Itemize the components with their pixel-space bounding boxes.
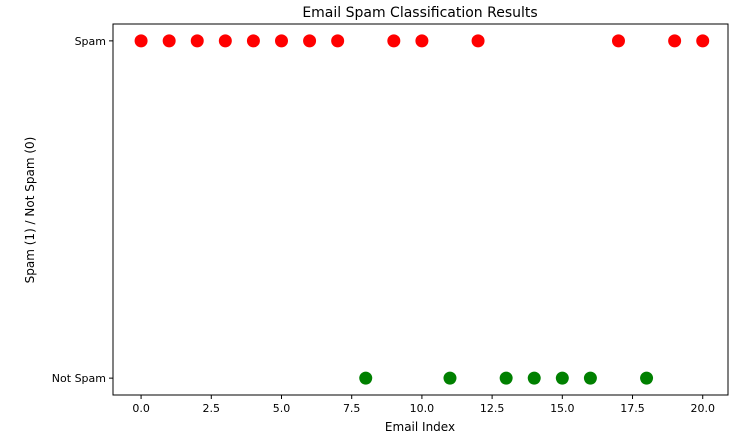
y-axis-label: Spam (1) / Not Spam (0) — [23, 137, 37, 284]
spam-point — [190, 34, 204, 48]
not-spam-point — [583, 371, 597, 385]
x-tick-label: 15.0 — [550, 402, 575, 415]
spam-point — [611, 34, 625, 48]
spam-point — [274, 34, 288, 48]
y-tick-label: Spam — [75, 35, 106, 48]
spam-point — [331, 34, 345, 48]
x-axis-ticks: 0.0 2.5 5.0 7.5 10.0 12.5 15.0 17.5 20.0 — [132, 395, 715, 415]
not-spam-point — [443, 371, 457, 385]
spam-point — [696, 34, 710, 48]
x-tick-label: 17.5 — [620, 402, 645, 415]
spam-point — [387, 34, 401, 48]
spam-point — [134, 34, 148, 48]
x-tick-label: 20.0 — [690, 402, 715, 415]
spam-point — [218, 34, 232, 48]
y-tick-label: Not Spam — [52, 372, 106, 385]
x-tick-label: 12.5 — [480, 402, 505, 415]
spam-point — [668, 34, 682, 48]
data-points — [134, 34, 710, 385]
x-tick-label: 5.0 — [273, 402, 291, 415]
x-tick-label: 2.5 — [203, 402, 221, 415]
spam-point — [162, 34, 176, 48]
spam-point — [415, 34, 429, 48]
x-tick-label: 7.5 — [343, 402, 361, 415]
y-axis-ticks: Not Spam Spam — [52, 35, 113, 385]
chart-title: Email Spam Classification Results — [302, 5, 537, 21]
plot-area-frame — [112, 23, 729, 396]
spam-point — [246, 34, 260, 48]
not-spam-point — [499, 371, 513, 385]
not-spam-point — [640, 371, 654, 385]
x-tick-label: 10.0 — [410, 402, 435, 415]
x-axis-label: Email Index — [385, 420, 455, 434]
not-spam-point — [555, 371, 569, 385]
not-spam-point — [359, 371, 373, 385]
not-spam-point — [527, 371, 541, 385]
x-tick-label: 0.0 — [132, 402, 150, 415]
spam-point — [303, 34, 317, 48]
spam-point — [471, 34, 485, 48]
